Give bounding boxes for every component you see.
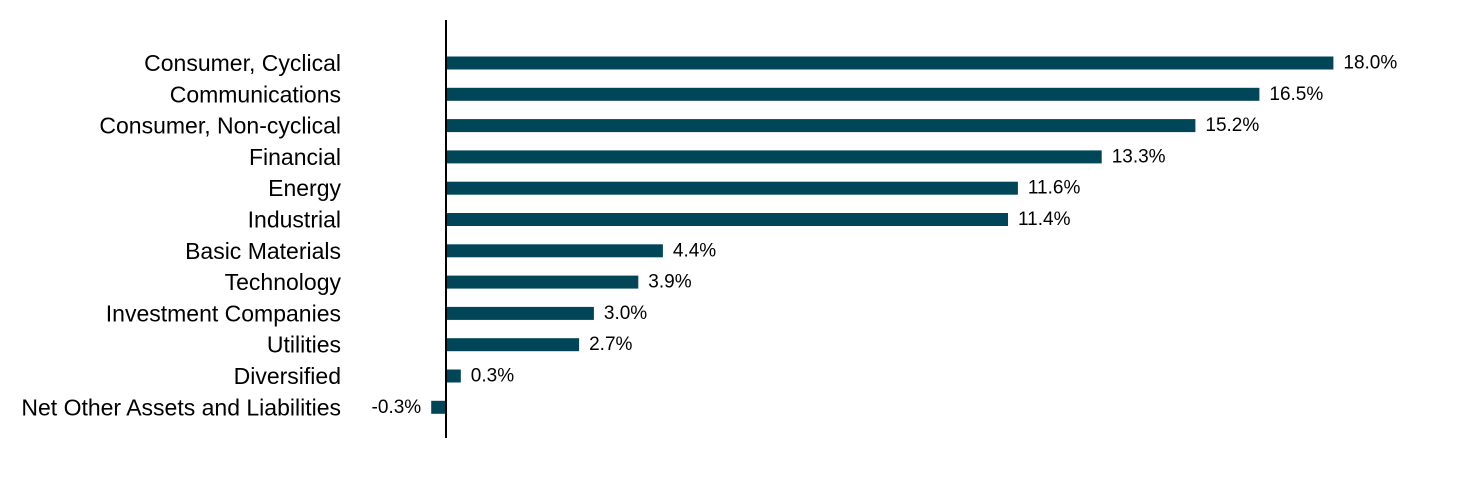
category-label: Utilities [267, 332, 341, 358]
bar [446, 369, 461, 383]
bar [431, 400, 446, 414]
value-label: 3.0% [604, 303, 647, 324]
category-labels-group: Consumer, Cyclical Communications Consumer… [21, 50, 341, 420]
value-label: 4.4% [673, 240, 716, 261]
value-label: 13.3% [1112, 146, 1166, 167]
bar [446, 306, 594, 320]
bar [446, 338, 580, 352]
value-label: 0.3% [471, 366, 514, 387]
category-label: Net Other Assets and Liabilities [21, 394, 341, 420]
value-label: 18.0% [1343, 53, 1397, 74]
value-label: 2.7% [589, 334, 632, 355]
category-label: Consumer, Cyclical [144, 50, 341, 76]
category-label: Investment Companies [106, 300, 341, 326]
bar [446, 87, 1260, 101]
value-label: 15.2% [1205, 115, 1259, 136]
value-labels-group: 18.0% 16.5% 15.2% 13.3% 11.6% 11.4% 4.4% 3.9%3.… [372, 53, 1398, 418]
bar [446, 213, 1008, 226]
category-label: Energy [268, 175, 341, 201]
category-label: Consumer, Non-cyclical [99, 113, 341, 139]
value-label: 11.4% [1018, 209, 1071, 230]
category-label: Technology [225, 269, 342, 295]
value-label: -0.3% [372, 397, 422, 418]
bar [446, 56, 1334, 70]
bar [446, 275, 639, 289]
value-label: 11.6% [1028, 178, 1081, 199]
value-label: 16.5% [1269, 84, 1323, 105]
category-label: Industrial [248, 207, 341, 233]
value-label: 3.9% [648, 272, 691, 293]
bars-group [431, 56, 1334, 414]
category-label: Communications [170, 81, 341, 107]
category-label: Basic Materials [185, 238, 341, 264]
bar [446, 150, 1102, 164]
bar [446, 181, 1018, 195]
bar [446, 244, 663, 258]
category-label: Diversified [234, 363, 341, 389]
category-label: Financial [249, 144, 341, 170]
bar [446, 119, 1196, 133]
